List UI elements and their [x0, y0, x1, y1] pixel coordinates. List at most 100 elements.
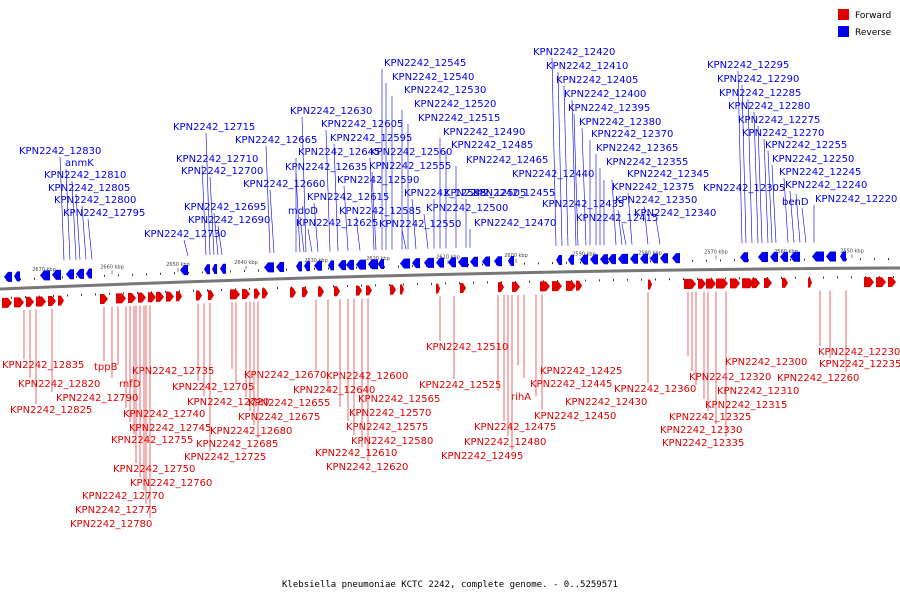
forward-gene-arrow[interactable]: [196, 290, 202, 301]
reverse-gene-arrow[interactable]: [328, 260, 334, 271]
reverse-gene-arrow[interactable]: [66, 269, 74, 280]
reverse-gene-arrow[interactable]: [180, 265, 188, 276]
reverse-gene-arrow[interactable]: [470, 256, 478, 267]
forward-gene-arrow[interactable]: [2, 297, 12, 308]
reverse-gene-arrow[interactable]: [204, 264, 210, 275]
forward-gene-arrow[interactable]: [262, 288, 268, 299]
reverse-gene-arrow[interactable]: [338, 260, 346, 271]
reverse-gene-arrow[interactable]: [640, 253, 648, 264]
reverse-gene-arrow[interactable]: [650, 253, 658, 264]
forward-gene-arrow[interactable]: [138, 292, 146, 303]
forward-gene-arrow[interactable]: [14, 297, 24, 308]
forward-gene-arrow[interactable]: [460, 283, 466, 294]
reverse-gene-arrow[interactable]: [482, 256, 490, 267]
reverse-gene-arrow[interactable]: [368, 259, 378, 270]
reverse-gene-arrow[interactable]: [76, 268, 84, 279]
reverse-gene-arrow[interactable]: [826, 251, 836, 262]
reverse-gene-arrow[interactable]: [672, 253, 680, 264]
forward-gene-arrow[interactable]: [552, 281, 562, 292]
reverse-gene-arrow[interactable]: [304, 261, 310, 272]
forward-gene-arrow[interactable]: [648, 279, 652, 290]
reverse-gene-arrow[interactable]: [412, 258, 420, 269]
forward-gene-arrow[interactable]: [876, 277, 886, 288]
reverse-gene-arrow[interactable]: [780, 251, 788, 262]
reverse-gene-arrow[interactable]: [608, 254, 616, 265]
reverse-gene-arrow[interactable]: [4, 271, 12, 282]
forward-gene-arrow[interactable]: [684, 278, 696, 289]
forward-gene-arrow[interactable]: [128, 292, 136, 303]
reverse-gene-arrow[interactable]: [212, 263, 217, 274]
forward-gene-arrow[interactable]: [156, 291, 164, 302]
forward-gene-arrow[interactable]: [116, 293, 126, 304]
forward-gene-arrow[interactable]: [742, 278, 754, 289]
forward-gene-arrow[interactable]: [334, 286, 340, 297]
forward-gene-arrow[interactable]: [390, 284, 396, 295]
reverse-gene-arrow[interactable]: [296, 261, 302, 272]
reverse-gene-arrow[interactable]: [840, 251, 846, 262]
forward-gene-arrow[interactable]: [764, 277, 772, 288]
forward-gene-arrow[interactable]: [716, 278, 728, 289]
forward-gene-arrow[interactable]: [698, 278, 706, 289]
forward-gene-arrow[interactable]: [242, 289, 250, 300]
reverse-gene-arrow[interactable]: [600, 254, 608, 265]
forward-gene-arrow[interactable]: [400, 284, 404, 295]
reverse-gene-arrow[interactable]: [790, 251, 800, 262]
forward-gene-arrow[interactable]: [302, 287, 308, 298]
forward-gene-arrow[interactable]: [436, 283, 440, 294]
reverse-gene-arrow[interactable]: [346, 259, 354, 270]
reverse-gene-arrow[interactable]: [758, 252, 768, 263]
forward-gene-arrow[interactable]: [706, 278, 716, 289]
forward-gene-arrow[interactable]: [864, 277, 874, 288]
reverse-gene-arrow[interactable]: [618, 253, 628, 264]
reverse-gene-arrow[interactable]: [740, 252, 748, 263]
reverse-gene-arrow[interactable]: [508, 255, 514, 266]
forward-gene-arrow[interactable]: [888, 277, 896, 288]
reverse-gene-arrow[interactable]: [660, 253, 668, 264]
reverse-gene-arrow[interactable]: [86, 268, 92, 279]
reverse-gene-arrow[interactable]: [630, 253, 638, 264]
reverse-gene-arrow[interactable]: [556, 255, 562, 266]
reverse-gene-arrow[interactable]: [356, 259, 366, 270]
reverse-gene-arrow[interactable]: [276, 261, 284, 272]
reverse-gene-arrow[interactable]: [264, 262, 274, 273]
forward-gene-arrow[interactable]: [230, 289, 240, 300]
forward-gene-arrow[interactable]: [498, 282, 504, 293]
reverse-gene-arrow[interactable]: [494, 256, 502, 267]
forward-gene-arrow[interactable]: [512, 281, 520, 292]
reverse-gene-arrow[interactable]: [52, 269, 61, 280]
forward-gene-arrow[interactable]: [730, 278, 740, 289]
reverse-gene-arrow[interactable]: [14, 271, 20, 282]
reverse-gene-arrow[interactable]: [220, 263, 226, 274]
forward-gene-arrow[interactable]: [48, 296, 56, 307]
forward-gene-arrow[interactable]: [366, 285, 372, 296]
forward-gene-arrow[interactable]: [290, 287, 296, 298]
forward-gene-arrow[interactable]: [752, 278, 760, 289]
forward-gene-arrow[interactable]: [808, 277, 812, 288]
forward-gene-arrow[interactable]: [782, 277, 788, 288]
forward-gene-arrow[interactable]: [356, 285, 362, 296]
reverse-gene-arrow[interactable]: [400, 258, 410, 269]
forward-gene-arrow[interactable]: [100, 293, 108, 304]
forward-gene-arrow[interactable]: [36, 296, 46, 307]
forward-gene-arrow[interactable]: [254, 288, 260, 299]
reverse-gene-arrow[interactable]: [770, 251, 778, 262]
forward-gene-arrow[interactable]: [318, 286, 324, 297]
forward-gene-arrow[interactable]: [166, 291, 174, 302]
forward-gene-arrow[interactable]: [208, 290, 214, 301]
reverse-gene-arrow[interactable]: [812, 251, 824, 262]
reverse-gene-arrow[interactable]: [378, 259, 384, 270]
forward-gene-arrow[interactable]: [566, 280, 576, 291]
forward-gene-arrow[interactable]: [26, 296, 34, 307]
reverse-gene-arrow[interactable]: [568, 254, 574, 265]
forward-gene-arrow[interactable]: [58, 295, 64, 306]
forward-gene-arrow[interactable]: [148, 292, 156, 303]
forward-gene-arrow[interactable]: [576, 280, 582, 291]
reverse-gene-arrow[interactable]: [580, 254, 588, 265]
reverse-gene-arrow[interactable]: [458, 257, 468, 268]
reverse-gene-arrow[interactable]: [436, 257, 444, 268]
reverse-gene-arrow[interactable]: [314, 260, 322, 271]
reverse-gene-arrow[interactable]: [590, 254, 598, 265]
forward-gene-arrow[interactable]: [540, 281, 550, 292]
reverse-gene-arrow[interactable]: [40, 270, 50, 281]
reverse-gene-arrow[interactable]: [424, 257, 434, 268]
